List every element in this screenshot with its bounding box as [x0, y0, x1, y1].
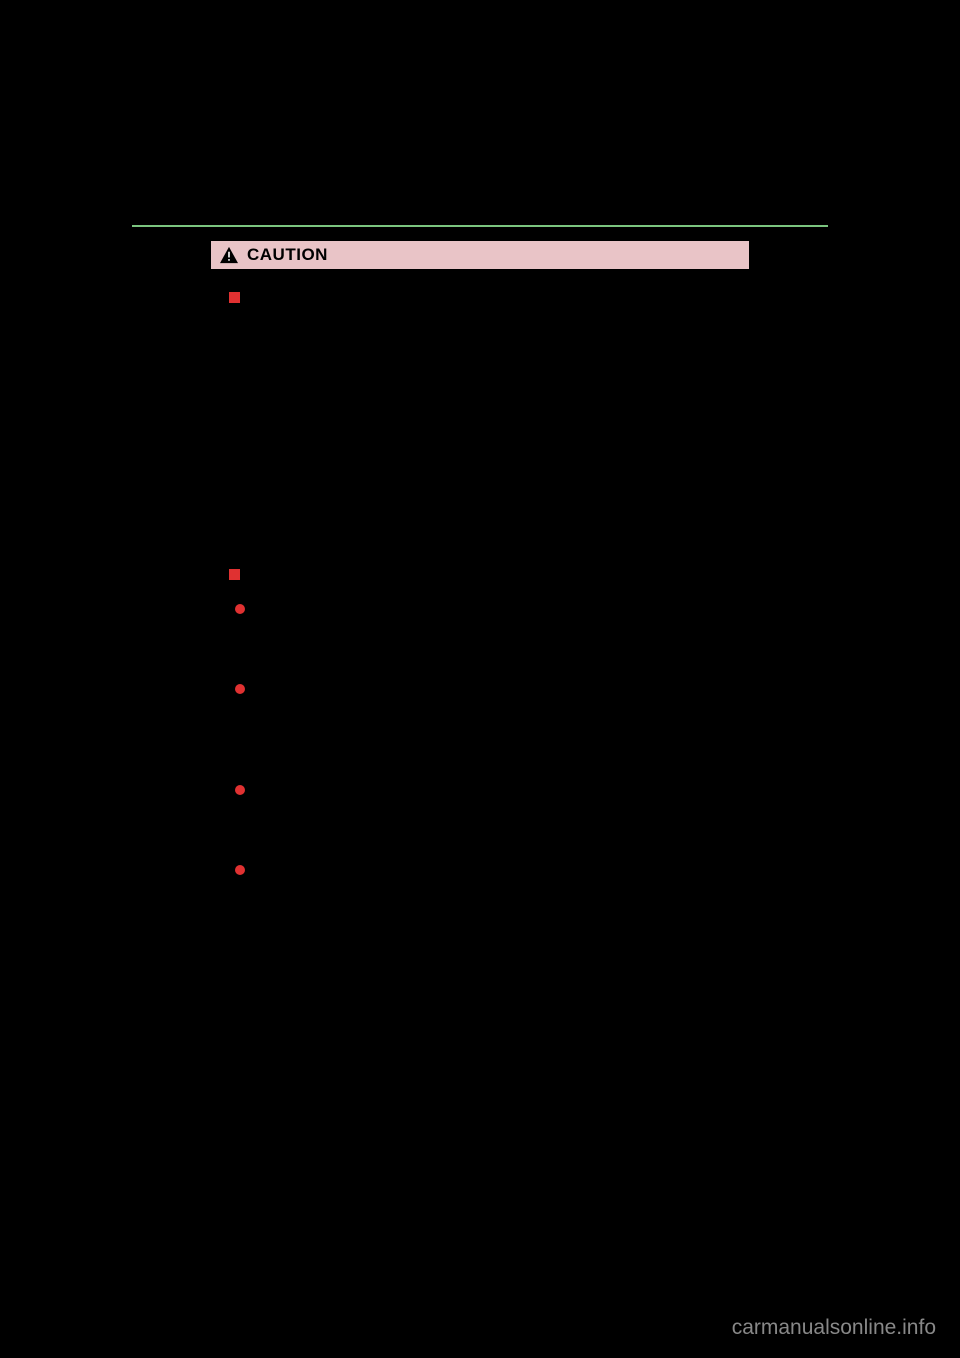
dot-bullet-icon: [235, 785, 245, 795]
list-item: Always apply the parking brake, shift th…: [229, 860, 731, 905]
body-text: Soft drink cans may fracture, causing th…: [229, 483, 731, 550]
bullet-list: Do not leave cigarette lighters in the v…: [229, 599, 731, 905]
page-number: 150: [132, 178, 160, 198]
body-text: The temperature inside the vehicle may c…: [229, 430, 731, 475]
body-text: Gas may leak from a cigarette lighter or…: [229, 400, 731, 422]
section-heading: When the vehicle is parked: [229, 565, 731, 587]
body-text: If the vehicle is parked with the shift …: [229, 945, 731, 990]
list-item: Do not attach adhesive discs to the wind…: [229, 679, 731, 769]
list-item: Do not leave cigarette lighters in the v…: [229, 599, 731, 666]
bullet-text: Do not leave cigarette lighters in the v…: [255, 599, 731, 666]
dot-bullet-icon: [235, 684, 245, 694]
section-title: When the vehicle is parked: [248, 565, 422, 587]
section-heading: When the vehicle is parked: [229, 288, 731, 310]
body-text: Do not leave the vehicle unattended whil…: [229, 915, 731, 937]
bullet-text: Always apply the parking brake, shift th…: [255, 860, 731, 905]
divider-rule: [132, 225, 828, 227]
caution-body: When the vehicle is parked Do not leave …: [211, 270, 749, 1022]
caution-header: CAUTION: [211, 241, 749, 270]
caution-box: CAUTION When the vehicle is parked Do no…: [210, 240, 750, 1023]
list-item: Do not leave a door or window open if th…: [229, 780, 731, 847]
bullet-text: Do not attach adhesive discs to the wind…: [255, 679, 731, 769]
square-bullet-icon: [229, 292, 240, 303]
bullet-text: Do not leave a door or window open if th…: [255, 780, 731, 847]
square-bullet-icon: [229, 569, 240, 580]
watermark-text: carmanualsonline.info: [732, 1316, 936, 1340]
dot-bullet-icon: [235, 604, 245, 614]
body-text: Doing so may result in the following:: [229, 369, 731, 391]
section-path: 4-1. Before driving: [689, 178, 828, 198]
section-title: When the vehicle is parked: [248, 288, 422, 310]
warning-triangle-icon: [219, 246, 239, 264]
caution-label: CAUTION: [247, 245, 328, 265]
body-text: Do not leave glasses, cigarette lighters…: [229, 316, 731, 361]
page-header: 150 4-1. Before driving: [132, 178, 828, 198]
dot-bullet-icon: [235, 865, 245, 875]
